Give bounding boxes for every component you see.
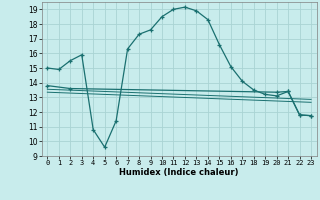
X-axis label: Humidex (Indice chaleur): Humidex (Indice chaleur) (119, 168, 239, 177)
